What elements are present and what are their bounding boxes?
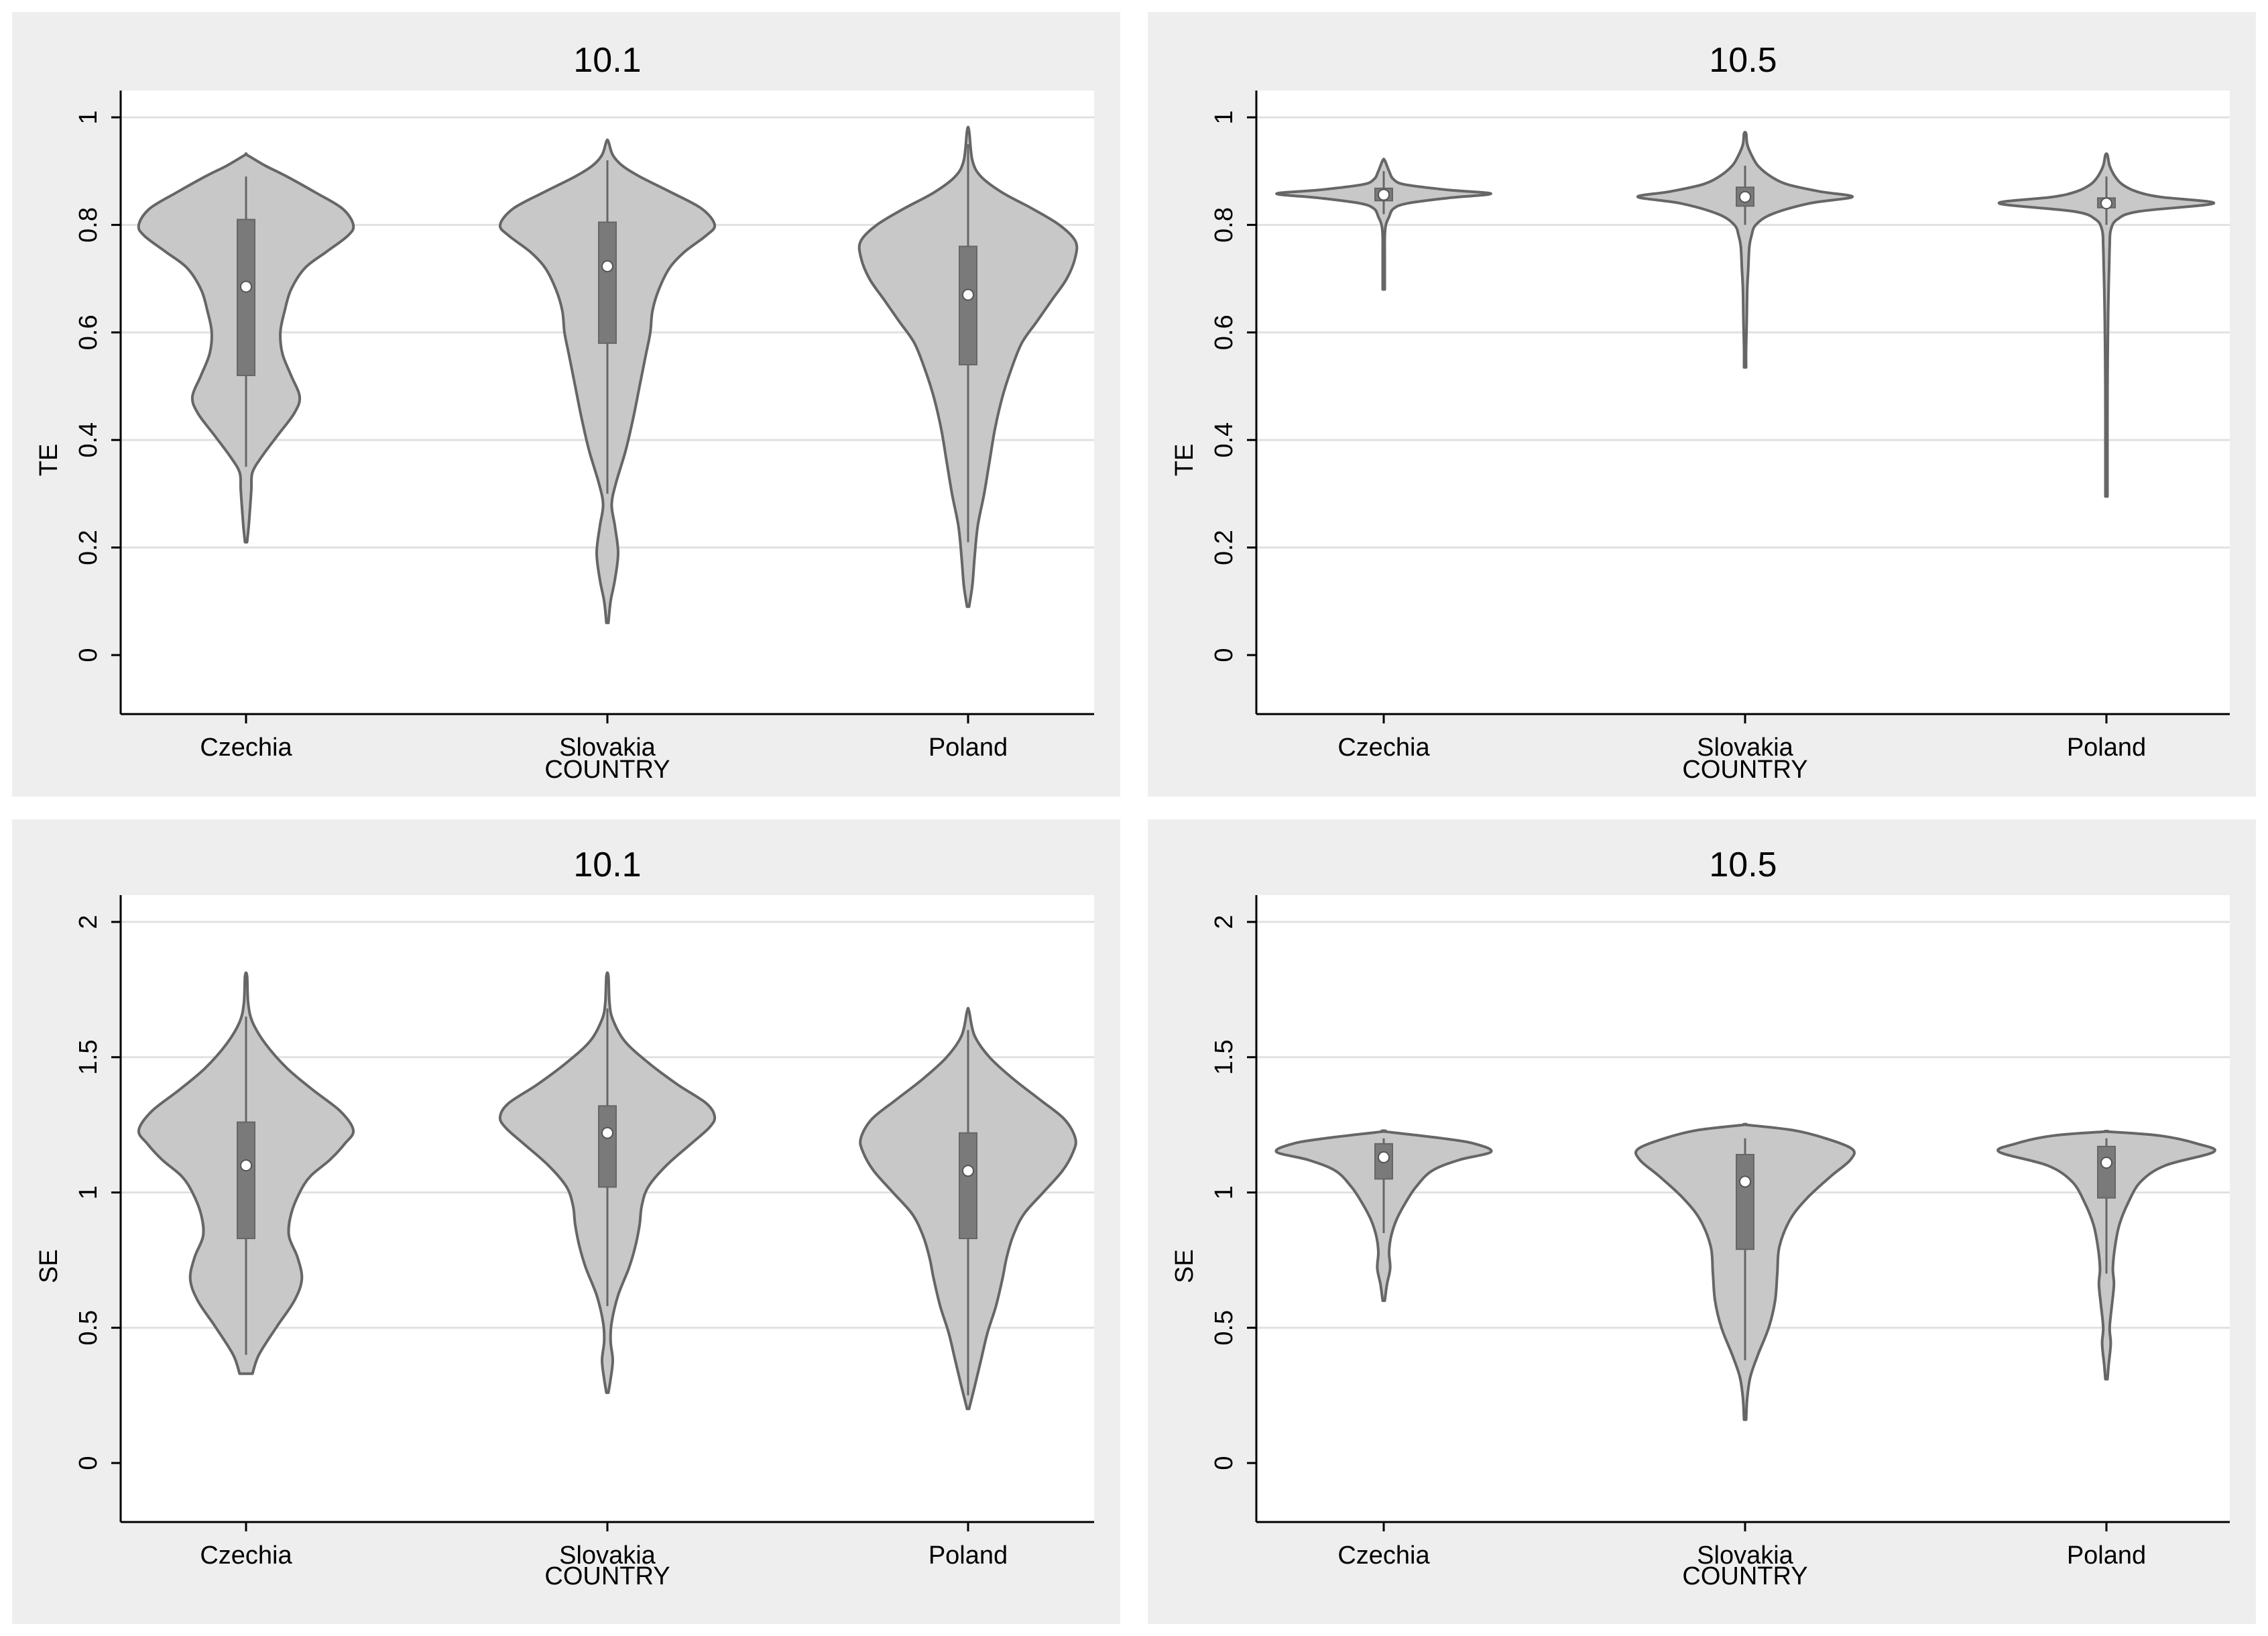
y-tick-label: 0.4 — [1210, 422, 1238, 458]
y-tick-label: 2 — [74, 915, 103, 929]
median-marker-poland — [962, 288, 974, 301]
median-marker-poland — [2100, 1157, 2112, 1169]
iqr-box-slovakia — [598, 221, 617, 344]
chart-panel-2: 0 0.2 0.4 0.6 0.8 1 TE 10.5 Czechia Slovakia Polan… — [1148, 12, 2256, 797]
iqr-box-poland — [959, 1132, 977, 1240]
chart-title: 10.1 — [573, 845, 641, 884]
iqr-box-czechia — [237, 1121, 255, 1240]
x-tick-label: Poland — [929, 1541, 1008, 1570]
y-tick-label: 0.6 — [74, 314, 103, 350]
y-tick-label: 0 — [1210, 648, 1238, 662]
y-tick-label: 0.8 — [74, 207, 103, 243]
iqr-box-czechia — [237, 219, 255, 376]
chart-panel-1: 0 0.2 0.4 0.6 0.8 1 TE 10.1 Czechia Slovakia Polan… — [12, 12, 1120, 797]
y-axis-title: TE — [35, 444, 63, 477]
y-tick-label: 1.5 — [74, 1039, 103, 1075]
median-marker-slovakia — [601, 1126, 613, 1139]
y-tick-label: 0.6 — [1210, 314, 1238, 350]
y-tick-label: 1 — [74, 1185, 103, 1200]
x-tick-label: Poland — [2067, 1541, 2146, 1570]
x-tick-label: Slovakia — [559, 734, 656, 762]
y-tick-label: 0.5 — [1210, 1310, 1238, 1346]
violin-slovakia — [1636, 131, 1854, 369]
y-axis-title: SE — [1171, 1249, 1199, 1283]
violin-poland — [1997, 152, 2216, 498]
median-marker-czechia — [1378, 188, 1390, 201]
median-marker-czechia — [240, 280, 252, 293]
y-tick-label: 0.2 — [1210, 530, 1238, 565]
iqr-box-slovakia — [598, 1105, 617, 1188]
y-tick-label: 1.5 — [1210, 1039, 1238, 1075]
x-tick-label: Poland — [2067, 734, 2146, 762]
chart-title: 10.5 — [1709, 845, 1777, 884]
x-tick-label: Slovakia — [559, 1541, 656, 1570]
y-tick-label: 0.5 — [74, 1310, 103, 1346]
median-marker-poland — [962, 1165, 974, 1177]
x-tick-label: Czechia — [200, 734, 292, 762]
violin-czechia — [1275, 158, 1492, 291]
median-marker-slovakia — [1739, 1175, 1751, 1188]
x-tick-label: Slovakia — [1697, 1541, 1793, 1570]
y-tick-label: 1 — [1210, 110, 1238, 124]
median-marker-poland — [2100, 197, 2112, 210]
x-tick-label: Czechia — [200, 1541, 292, 1570]
chart-title: 10.1 — [573, 41, 641, 80]
median-marker-czechia — [240, 1159, 252, 1172]
x-tick-label: Poland — [929, 734, 1008, 762]
iqr-box-poland — [959, 245, 977, 365]
median-marker-slovakia — [1739, 190, 1751, 203]
y-axis-title: SE — [35, 1249, 63, 1283]
x-axis-title: COUNTRY — [544, 756, 670, 784]
median-marker-czechia — [1378, 1151, 1390, 1164]
y-tick-label: 0.4 — [74, 422, 103, 458]
chart-title: 10.5 — [1709, 41, 1777, 80]
x-tick-label: Czechia — [1337, 734, 1430, 762]
x-tick-label: Czechia — [1337, 1541, 1430, 1570]
y-tick-label: 0 — [74, 1456, 103, 1470]
y-tick-label: 1 — [74, 110, 103, 124]
x-axis-title: COUNTRY — [1682, 1562, 1807, 1590]
y-tick-label: 1 — [1210, 1185, 1238, 1200]
median-marker-slovakia — [601, 260, 613, 273]
y-tick-label: 0 — [74, 648, 103, 662]
y-tick-label: 0 — [1210, 1456, 1238, 1470]
y-tick-label: 2 — [1210, 915, 1238, 929]
chart-panel-3: 0 0.5 1 1.5 2 SE 10.1 Czechia Slovakia Poland COUN… — [12, 819, 1120, 1624]
x-axis-title: COUNTRY — [1682, 756, 1807, 784]
y-axis-title: TE — [1171, 444, 1199, 477]
y-tick-label: 0.8 — [1210, 207, 1238, 243]
y-tick-label: 0.2 — [74, 530, 103, 565]
x-axis-title: COUNTRY — [544, 1562, 670, 1590]
iqr-box-slovakia — [1736, 1154, 1754, 1250]
chart-panel-4: 0 0.5 1 1.5 2 SE 10.5 Czechia Slovakia Poland COUN… — [1148, 819, 2256, 1624]
x-tick-label: Slovakia — [1697, 734, 1793, 762]
iqr-box-poland — [2097, 1145, 2116, 1199]
